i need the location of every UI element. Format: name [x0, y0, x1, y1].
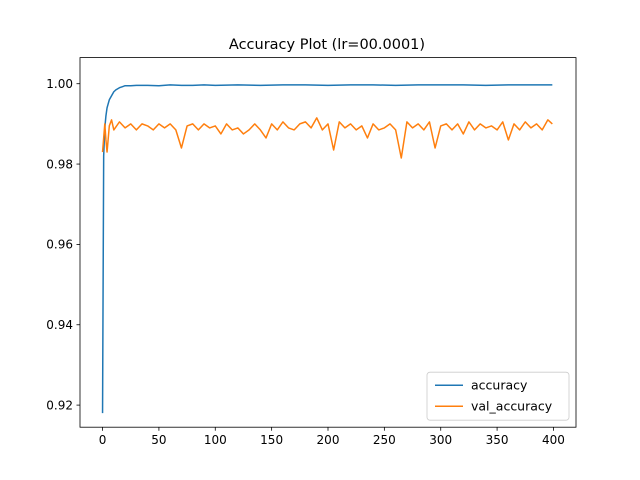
plot-content	[101, 84, 553, 414]
legend-box	[426, 371, 570, 421]
x-tick-label: 300	[429, 433, 452, 447]
series-line-val-accuracy	[101, 117, 553, 159]
legend-label-accuracy: accuracy	[471, 378, 528, 393]
y-axis: 0.92 0.94 0.96 0.98 1.00	[46, 77, 80, 412]
series-line-accuracy	[101, 84, 553, 414]
x-tick-label: 100	[204, 433, 227, 447]
x-tick-label: 350	[486, 433, 509, 447]
x-axis: 0 50 100 150 200 250 300 350 400	[99, 427, 565, 447]
x-tick-label: 150	[260, 433, 283, 447]
legend: accuracy val_accuracy	[426, 371, 570, 421]
y-tick-label: 0.92	[46, 398, 73, 412]
x-tick-label: 400	[542, 433, 565, 447]
x-tick-label: 50	[151, 433, 166, 447]
x-tick-label: 0	[99, 433, 107, 447]
y-tick-label: 0.96	[46, 238, 73, 252]
x-tick-label: 200	[317, 433, 340, 447]
y-tick-label: 0.94	[46, 318, 73, 332]
chart-title: Accuracy Plot (lr=00.0001)	[229, 37, 425, 53]
x-tick-label: 250	[373, 433, 396, 447]
plot-frame	[79, 57, 577, 428]
legend-label-val-accuracy: val_accuracy	[471, 399, 553, 414]
y-tick-label: 0.98	[46, 157, 73, 171]
y-tick-label: 1.00	[46, 77, 73, 91]
